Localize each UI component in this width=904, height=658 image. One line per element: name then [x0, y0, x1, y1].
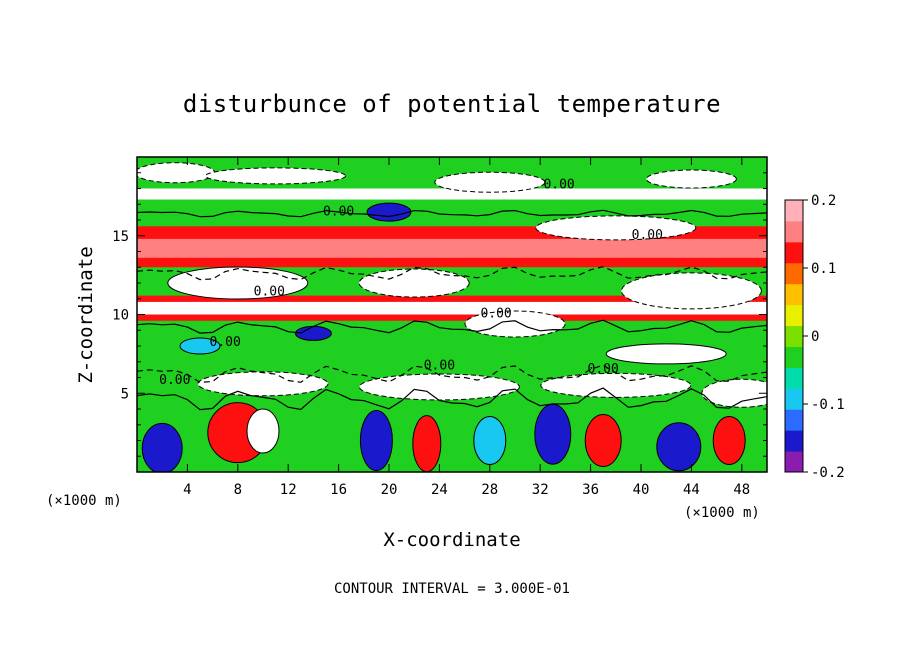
colorbar-swatch: [785, 409, 803, 431]
warm-band-upper-core: [137, 238, 767, 258]
x-tick-label: 40: [633, 482, 650, 498]
blue-cell: [534, 403, 572, 465]
contour-line: [137, 387, 767, 411]
white-cell: [205, 167, 347, 185]
cyan-cell: [473, 416, 507, 465]
x-tick-label: 36: [582, 482, 599, 498]
plot-area: 0.00 0.00 0.00 0.00 0.00 0.00 0.00 0.00 0.00: [137, 157, 767, 472]
contour-line: [137, 319, 767, 334]
x-tick-label: 48: [733, 482, 750, 498]
x-tick-label: 12: [280, 482, 297, 498]
y-tick-label: 5: [121, 386, 129, 402]
colorbar-swatch: [785, 262, 803, 285]
white-cell: [358, 268, 470, 298]
x-tick-label: 44: [683, 482, 700, 498]
blue-cell: [141, 422, 183, 472]
contour-label: 0.00: [254, 285, 285, 300]
x-axis-title: X-coordinate: [383, 529, 520, 551]
colorbar-swatch: [785, 241, 803, 264]
colorbar-tick-label: -0.1: [811, 397, 845, 413]
colorbar-swatch: [785, 388, 803, 410]
cyan-cell: [179, 337, 221, 355]
colorbar-tick-label: 0.2: [811, 193, 836, 209]
x-tick-label: 20: [381, 482, 398, 498]
colorbar-swatch: [785, 451, 803, 473]
red-cell: [584, 414, 622, 467]
warm-band-middle-core: [137, 301, 767, 315]
contour-label: 0.00: [424, 359, 455, 374]
x-unit-left: (×1000 m): [46, 493, 122, 509]
y-axis-title: Z-coordinate: [75, 246, 97, 383]
x-tick-label: 32: [532, 482, 549, 498]
blue-cell: [656, 422, 702, 472]
colorbar-swatch: [785, 283, 803, 306]
blue-cell: [359, 410, 393, 471]
x-tick-label: 4: [183, 482, 191, 498]
contour-interval-text: CONTOUR INTERVAL = 3.000E-01: [334, 581, 570, 597]
colorbar-swatch: [785, 304, 803, 327]
cold-band-upper: [137, 188, 767, 200]
x-tick-label: 8: [234, 482, 242, 498]
white-cell: [358, 373, 520, 401]
colorbar-tick-label: 0.1: [811, 261, 836, 277]
red-cell: [712, 416, 746, 465]
plot-frame: [136, 156, 768, 473]
x-tick-label: 24: [431, 482, 448, 498]
colorbar-swatch: [785, 367, 803, 389]
contour-line: [137, 364, 767, 384]
red-cell: [412, 415, 442, 472]
colorbar: 0.2 0.1 0 -0.1 -0.2: [784, 193, 845, 481]
contour-label: 0.00: [159, 373, 190, 388]
x-tick-label: 28: [481, 482, 498, 498]
white-cell: [535, 215, 697, 241]
chart-title: disturbunce of potential temperature: [183, 90, 721, 118]
y-tick-label: 15: [112, 229, 129, 245]
colorbar-swatch: [785, 200, 803, 222]
white-cell: [605, 343, 727, 365]
contour-label: 0.00: [480, 307, 511, 322]
blue-cell: [366, 202, 412, 222]
white-cell: [137, 162, 216, 184]
white-cell: [434, 171, 546, 193]
white-cell: [167, 266, 309, 300]
contour-line: [137, 209, 767, 218]
colorbar-tick-label: 0: [811, 329, 819, 345]
contour-label: 0.00: [323, 204, 354, 219]
y-tick-label: 10: [112, 308, 129, 324]
x-unit-right: (×1000 m): [684, 505, 760, 521]
white-cell: [620, 272, 762, 310]
contour-label: 0.00: [543, 178, 574, 193]
contour-label: 0.00: [588, 362, 619, 377]
x-tick-label: 16: [330, 482, 347, 498]
contour-label: 0.00: [210, 335, 241, 350]
colorbar-swatch: [785, 220, 803, 243]
colorbar-swatch: [785, 325, 803, 347]
colorbar-swatch: [785, 430, 803, 452]
white-cell: [197, 371, 329, 397]
contour-label: 0.00: [632, 228, 663, 243]
colorbar-swatch: [785, 346, 803, 368]
colorbar-tick-label: -0.2: [811, 465, 845, 481]
white-cell: [645, 169, 737, 189]
white-cell: [701, 378, 767, 408]
white-cell: [540, 372, 692, 398]
white-cell: [246, 408, 280, 454]
